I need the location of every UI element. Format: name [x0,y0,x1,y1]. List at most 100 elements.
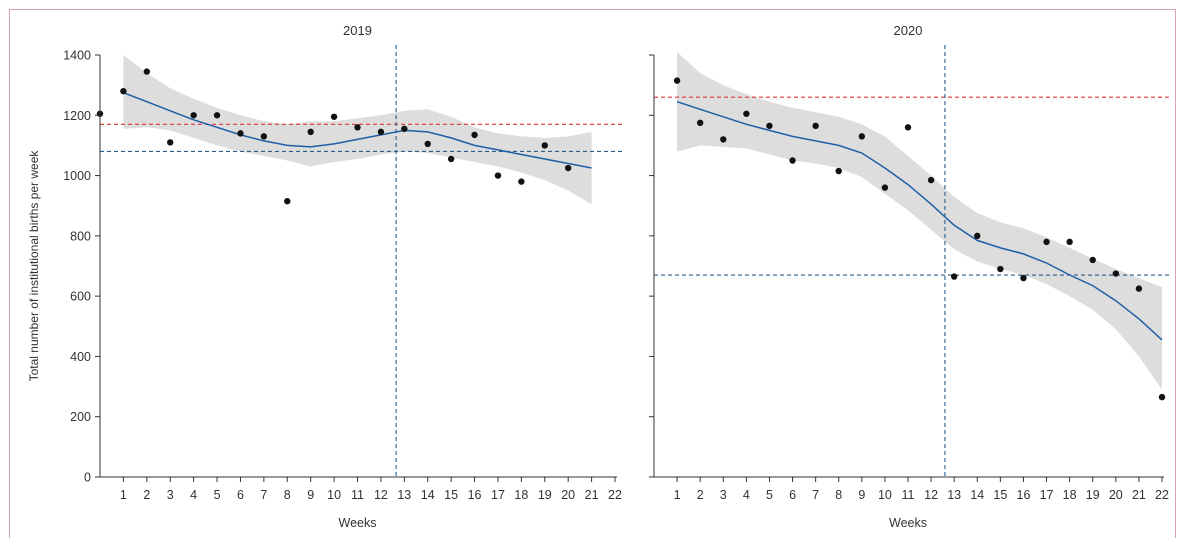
data-point [1089,256,1096,264]
x-tick-label: 18 [1063,488,1077,502]
data-point [720,136,727,143]
x-tick-label: 6 [789,488,796,502]
x-tick-label: 12 [924,488,938,502]
x-axis-label: Weeks [889,516,927,530]
data-point [143,68,151,75]
x-tick-label: 15 [444,488,458,502]
data-point [743,110,750,117]
x-tick-label: 10 [327,488,341,502]
data-point [812,122,819,130]
x-tick-label: 11 [351,488,364,502]
data-point [401,125,408,133]
x-axis-label: Weeks [339,516,377,530]
data-point [997,265,1004,273]
data-point [673,77,681,84]
x-tick-label: 11 [902,488,915,502]
y-tick-label: 400 [70,350,91,364]
x-tick-label: 13 [947,488,961,502]
data-point [835,167,842,175]
y-axis-label: Total number of institutional births per… [27,150,41,382]
x-tick-label: 6 [237,488,244,502]
data-point [564,164,572,172]
x-tick-label: 5 [214,488,221,502]
data-point [120,87,127,95]
x-tick-label: 16 [468,488,482,502]
y-tick-label: 1400 [63,49,91,63]
x-tick-label: 13 [397,488,411,502]
data-point [354,124,361,131]
x-tick-label: 16 [1017,488,1031,502]
y-tick-label: 600 [70,290,91,304]
panel-title: 2019 [343,23,372,38]
y-tick-label: 200 [70,410,91,424]
x-tick-label: 22 [608,488,622,502]
figure-frame [9,9,1176,538]
x-tick-label: 9 [858,488,865,502]
data-point [307,128,314,136]
data-point [974,232,981,240]
x-tick-label: 7 [812,488,819,502]
data-point [447,155,455,163]
data-point [494,172,502,179]
data-point [1112,270,1120,277]
x-tick-label: 14 [970,488,984,502]
data-point [1066,238,1073,246]
x-tick-label: 18 [514,488,528,502]
data-point [471,131,478,139]
x-tick-label: 10 [878,488,892,502]
x-tick-label: 7 [260,488,267,502]
x-tick-label: 20 [561,488,575,502]
x-tick-label: 3 [167,488,174,502]
data-point [518,178,525,185]
x-tick-label: 17 [491,488,505,502]
x-tick-label: 2 [143,488,150,502]
data-point [789,157,796,164]
x-tick-label: 4 [190,488,197,502]
x-tick-label: 21 [585,488,599,502]
data-point [330,113,338,120]
data-point [696,119,704,127]
data-point [766,122,773,130]
x-tick-label: 20 [1109,488,1123,502]
data-point [260,133,268,140]
data-point [1043,238,1050,246]
x-tick-label: 5 [766,488,773,502]
data-point [237,130,244,137]
x-tick-label: 3 [720,488,727,502]
y-tick-label: 1200 [63,109,91,123]
data-point [858,133,866,140]
y-tick-label: 800 [70,229,91,243]
data-point [950,273,958,280]
data-point [904,124,912,131]
x-tick-label: 8 [835,488,842,502]
panel-title: 2020 [894,23,923,38]
data-point [167,139,174,146]
x-tick-label: 19 [1086,488,1100,502]
x-tick-label: 1 [674,488,681,502]
fitted-trend-line [676,100,1163,341]
data-point [927,176,935,184]
y-tick-label: 1000 [63,169,91,183]
data-point [424,140,431,148]
data-point [284,197,291,205]
x-tick-label: 21 [1132,488,1146,502]
x-tick-label: 17 [1040,488,1054,502]
fitted-trend-line [123,91,592,169]
x-tick-label: 22 [1155,488,1169,502]
x-tick-label: 19 [538,488,552,502]
x-tick-label: 8 [284,488,291,502]
x-tick-label: 15 [993,488,1007,502]
data-point [1158,393,1166,401]
data-point [377,128,385,136]
x-tick-label: 14 [421,488,435,502]
data-point [1135,285,1143,292]
confidence-band [677,52,1162,390]
data-point [213,112,221,119]
x-tick-label: 4 [743,488,750,502]
data-point [541,142,548,149]
x-tick-label: 9 [307,488,314,502]
